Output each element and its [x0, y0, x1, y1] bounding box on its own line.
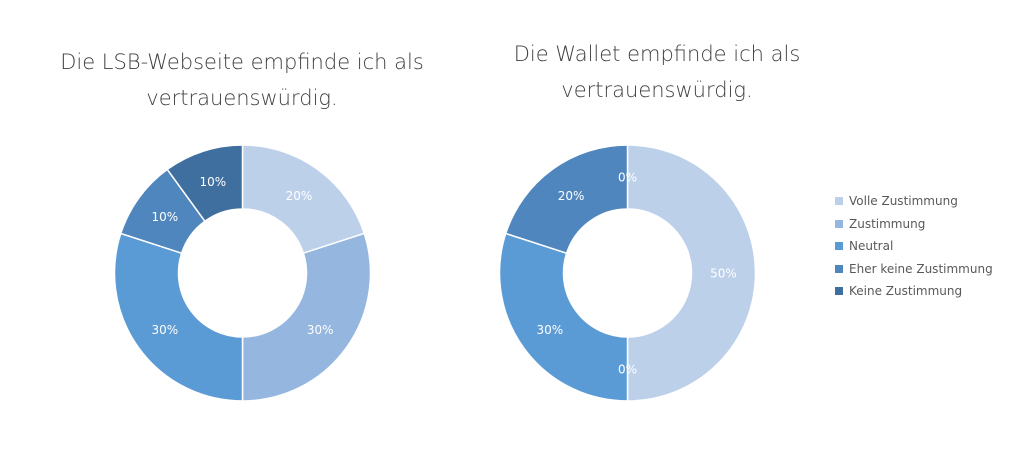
data-label-left-eher-keine-zustimmung: 10% [151, 210, 178, 224]
legend-label: Keine Zustimmung [849, 284, 963, 299]
data-label-left-zustimmung: 30% [307, 323, 334, 337]
chart-title-right-line-2: vertrauenswürdig. [561, 78, 753, 102]
legend-item-keine-zustimmung: Keine Zustimmung [835, 280, 993, 303]
chart-title-left-line-2: vertrauenswürdig. [146, 86, 338, 110]
slice-left-neutral [113, 232, 244, 402]
data-label-left-neutral: 30% [151, 323, 178, 337]
legend-swatch [835, 197, 843, 206]
data-label-right-keine-zustimmung: 0% [618, 171, 637, 185]
legend-item-eher-keine-zustimmung: Eher keine Zustimmung [835, 258, 993, 281]
chart-title-left-line-1: Die LSB-Webseite empfinde ich als [60, 50, 424, 74]
legend-swatch [835, 219, 843, 228]
legend-label: Zustimmung [849, 216, 926, 231]
chart-title-right-line-1: Die Wallet empfinde ich als [513, 42, 801, 66]
legend-label: Eher keine Zustimmung [849, 261, 993, 276]
legend-item-neutral: Neutral [835, 235, 993, 258]
chart-title-left: Die LSB-Webseite empfinde ich als vertra… [32, 44, 452, 116]
slice-right-neutral [498, 232, 629, 402]
chart-legend: Volle Zustimmung Zustimmung Neutral Eher… [835, 190, 993, 303]
legend-swatch [835, 242, 843, 251]
slice-left-zustimmung [241, 232, 372, 402]
legend-label: Neutral [849, 239, 894, 254]
data-label-right-neutral: 30% [536, 323, 563, 337]
data-label-right-volle-zustimmung: 50% [710, 267, 737, 281]
legend-label: Volle Zustimmung [849, 194, 958, 209]
slice-right-eher-keine-zustimmung [504, 144, 629, 255]
legend-swatch [835, 287, 843, 296]
data-label-left-keine-zustimmung: 10% [199, 175, 226, 189]
chart-title-right: Die Wallet empfinde ich als vertrauenswü… [447, 36, 867, 108]
data-label-left-volle-zustimmung: 20% [286, 189, 313, 203]
legend-swatch [835, 264, 843, 273]
legend-item-zustimmung: Zustimmung [835, 213, 993, 236]
slice-left-keine-zustimmung [166, 144, 244, 223]
data-label-right-zustimmung: 0% [618, 363, 637, 377]
slice-left-volle-zustimmung [241, 144, 366, 255]
data-label-right-eher-keine-zustimmung: 20% [558, 189, 585, 203]
slice-right-volle-zustimmung [626, 144, 757, 402]
legend-item-volle-zustimmung: Volle Zustimmung [835, 190, 993, 213]
